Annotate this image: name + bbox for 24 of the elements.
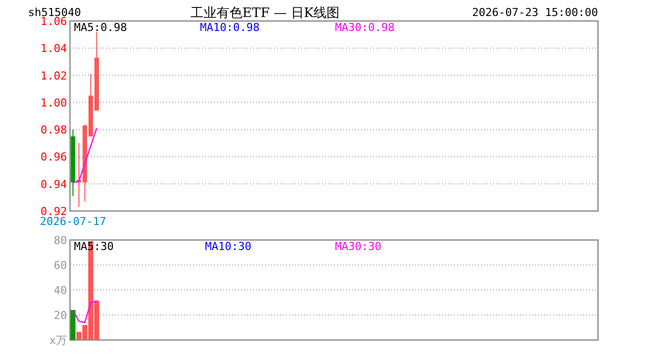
y-tick-label: 1.02: [40, 69, 67, 82]
y-tick-label: 0.94: [40, 178, 68, 191]
y-tick-label: 40: [54, 284, 67, 297]
y-tick-label: 1.04: [40, 42, 68, 56]
y-tick-label: 0.92: [40, 205, 67, 218]
y-tick-label: 0.96: [40, 150, 67, 164]
line-series: [72, 128, 98, 184]
y-tick-label: 0.98: [40, 124, 67, 137]
y-tick-label: 60: [54, 259, 67, 272]
annotation: MA5:0.98: [74, 21, 127, 34]
y-tick-label: 20: [54, 309, 67, 322]
line-series: [72, 300, 98, 324]
chart-title: 工业有色ETF — 日K线图: [190, 6, 340, 21]
annotation: MA10:0.98: [200, 21, 260, 34]
bar: [70, 310, 76, 340]
annotation: MA10:30: [205, 240, 252, 253]
x-tick-label: 2026-07-17: [40, 215, 106, 228]
annotation: MA30:0.98: [335, 21, 395, 34]
y-tick-label: x万: [49, 334, 67, 347]
y-tick-label: 80: [54, 234, 67, 247]
annotation: MA30:30: [335, 240, 382, 253]
y-tick-label: 1.06: [40, 15, 67, 28]
y-tick-label: 1.00: [40, 96, 67, 110]
text: 2026-07-23 15:00:00: [472, 6, 598, 19]
